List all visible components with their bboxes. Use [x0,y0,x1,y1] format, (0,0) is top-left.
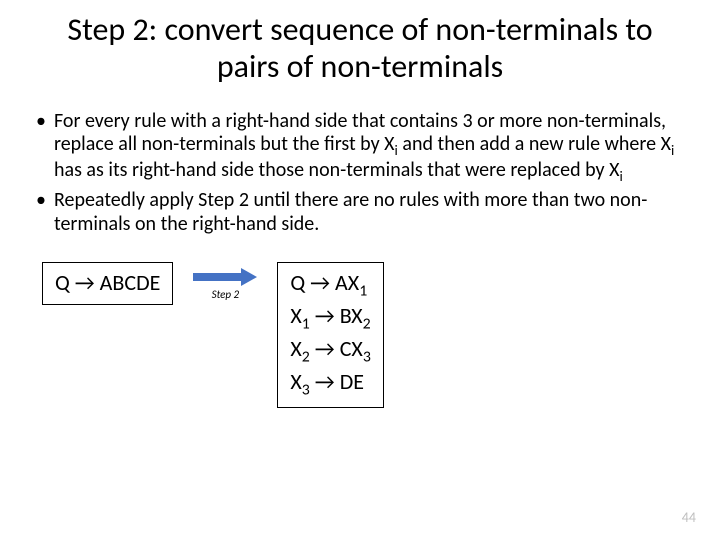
subscript-i: i [619,167,622,185]
arrow-icon [193,268,257,286]
page-number: 44 [682,509,696,526]
rule-line-2: X1 → BX2 [290,302,371,335]
arrow-label: Step 2 [212,288,240,301]
rule-line-3: X2 → CX3 [290,335,371,368]
bullet-1-text-b: and then add a new rule where X [398,132,671,156]
arrow-group: Step 2 [193,268,257,301]
bullet-1: For every rule with a right-hand side th… [36,110,684,186]
bullet-list: For every rule with a right-hand side th… [36,110,684,237]
slide-title: Step 2: convert sequence of non-terminal… [36,12,684,86]
subscript-i: i [671,141,674,159]
diagram-row: Q → ABCDE Step 2 Q → AX1 X1 → BX2 X2 → C… [36,262,684,408]
bullet-2: Repeatedly apply Step 2 until there are … [36,189,684,236]
right-rule-box: Q → AX1 X1 → BX2 X2 → CX3 X3 → DE [277,262,384,408]
rule-line-4: X3 → DE [290,368,371,401]
left-rule-box: Q → ABCDE [42,262,173,305]
bullet-1-text-c: has as its right-hand side those non-ter… [54,158,619,182]
rule-line-1: Q → AX1 [290,269,371,302]
arrow-head [241,268,257,286]
arrow-shaft [193,273,241,281]
